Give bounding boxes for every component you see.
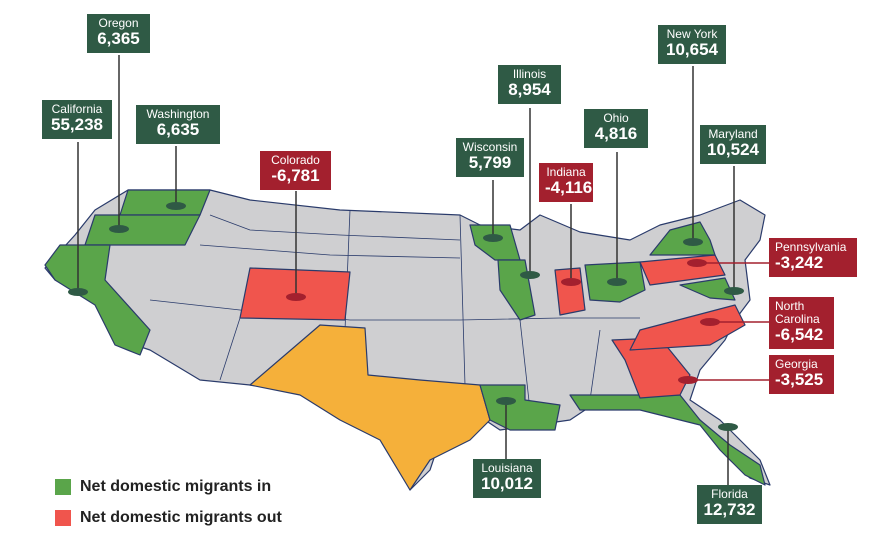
label-washington: Washington 6,635 [136,105,220,144]
legend-swatch-green [55,479,71,495]
state-name: Wisconsin [462,140,518,154]
state-name: Ohio [603,111,629,125]
state-value: 55,238 [51,115,103,135]
state-louisiana[interactable] [479,384,561,431]
label-wisconsin: Wisconsin 5,799 [456,138,524,177]
state-name: Washington [146,107,210,121]
state-value: -3,525 [775,370,824,390]
state-value: -4,116 [545,178,593,198]
state-value: 8,954 [508,80,551,100]
state-name: California [51,102,103,116]
state-value: 5,799 [468,153,512,173]
state-name: Illinois [512,67,547,81]
state-california[interactable] [44,244,151,356]
state-value: 12,732 [703,500,756,520]
state-indiana[interactable] [554,267,586,316]
state-new-york[interactable] [649,221,716,256]
state-value: 4,816 [594,124,638,144]
state-value: 6,365 [97,29,140,49]
state-value: -6,781 [271,166,320,186]
legend-out: Net domestic migrants out [55,509,282,527]
label-georgia: Georgia -3,525 [769,355,834,394]
state-name: Colorado [271,153,320,167]
legend-in: Net domestic migrants in [55,478,271,496]
state-name: Florida [711,487,748,501]
legend-in-label: Net domestic migrants in [80,478,272,495]
label-california: California 55,238 [42,100,112,139]
legend-swatch-red [55,510,71,526]
label-maryland: Maryland 10,524 [700,125,766,164]
state-oregon[interactable] [84,214,201,246]
state-name: Oregon [98,16,139,30]
label-colorado: Colorado -6,781 [260,151,331,190]
label-indiana: Indiana -4,116 [539,163,593,202]
label-oregon: Oregon 6,365 [87,14,150,53]
state-value: 10,012 [481,474,533,494]
state-washington[interactable] [119,189,211,216]
state-name: New York [666,27,718,41]
state-name: Louisiana [481,461,533,475]
leader-lines [77,55,769,485]
label-louisiana: Louisiana 10,012 [473,459,541,498]
state-name: Indiana [546,165,586,179]
state-value: -6,542 [775,325,824,345]
state-value: 10,524 [707,140,759,160]
state-north-carolina[interactable] [629,304,746,351]
state-texas[interactable] [249,324,491,491]
state-florida[interactable] [569,394,766,486]
label-north-carolina: North Carolina -6,542 [769,297,834,350]
state-markers [68,202,744,431]
state-name: Maryland [708,127,758,141]
label-pennsylvania: Pennsylvania -3,242 [769,238,857,277]
state-name: North Carolina [775,299,820,327]
state-maryland[interactable] [679,277,736,301]
state-value: 10,654 [666,40,718,60]
state-value: -3,242 [775,253,824,273]
label-new-york: New York 10,654 [658,25,726,64]
label-illinois: Illinois 8,954 [498,65,561,104]
state-name: Pennsylvania [775,240,847,254]
legend-out-label: Net domestic migrants out [80,509,282,526]
state-name: Georgia [775,357,818,371]
label-florida: Florida 12,732 [697,485,762,524]
state-value: 6,635 [156,120,200,140]
label-ohio: Ohio 4,816 [584,109,648,148]
